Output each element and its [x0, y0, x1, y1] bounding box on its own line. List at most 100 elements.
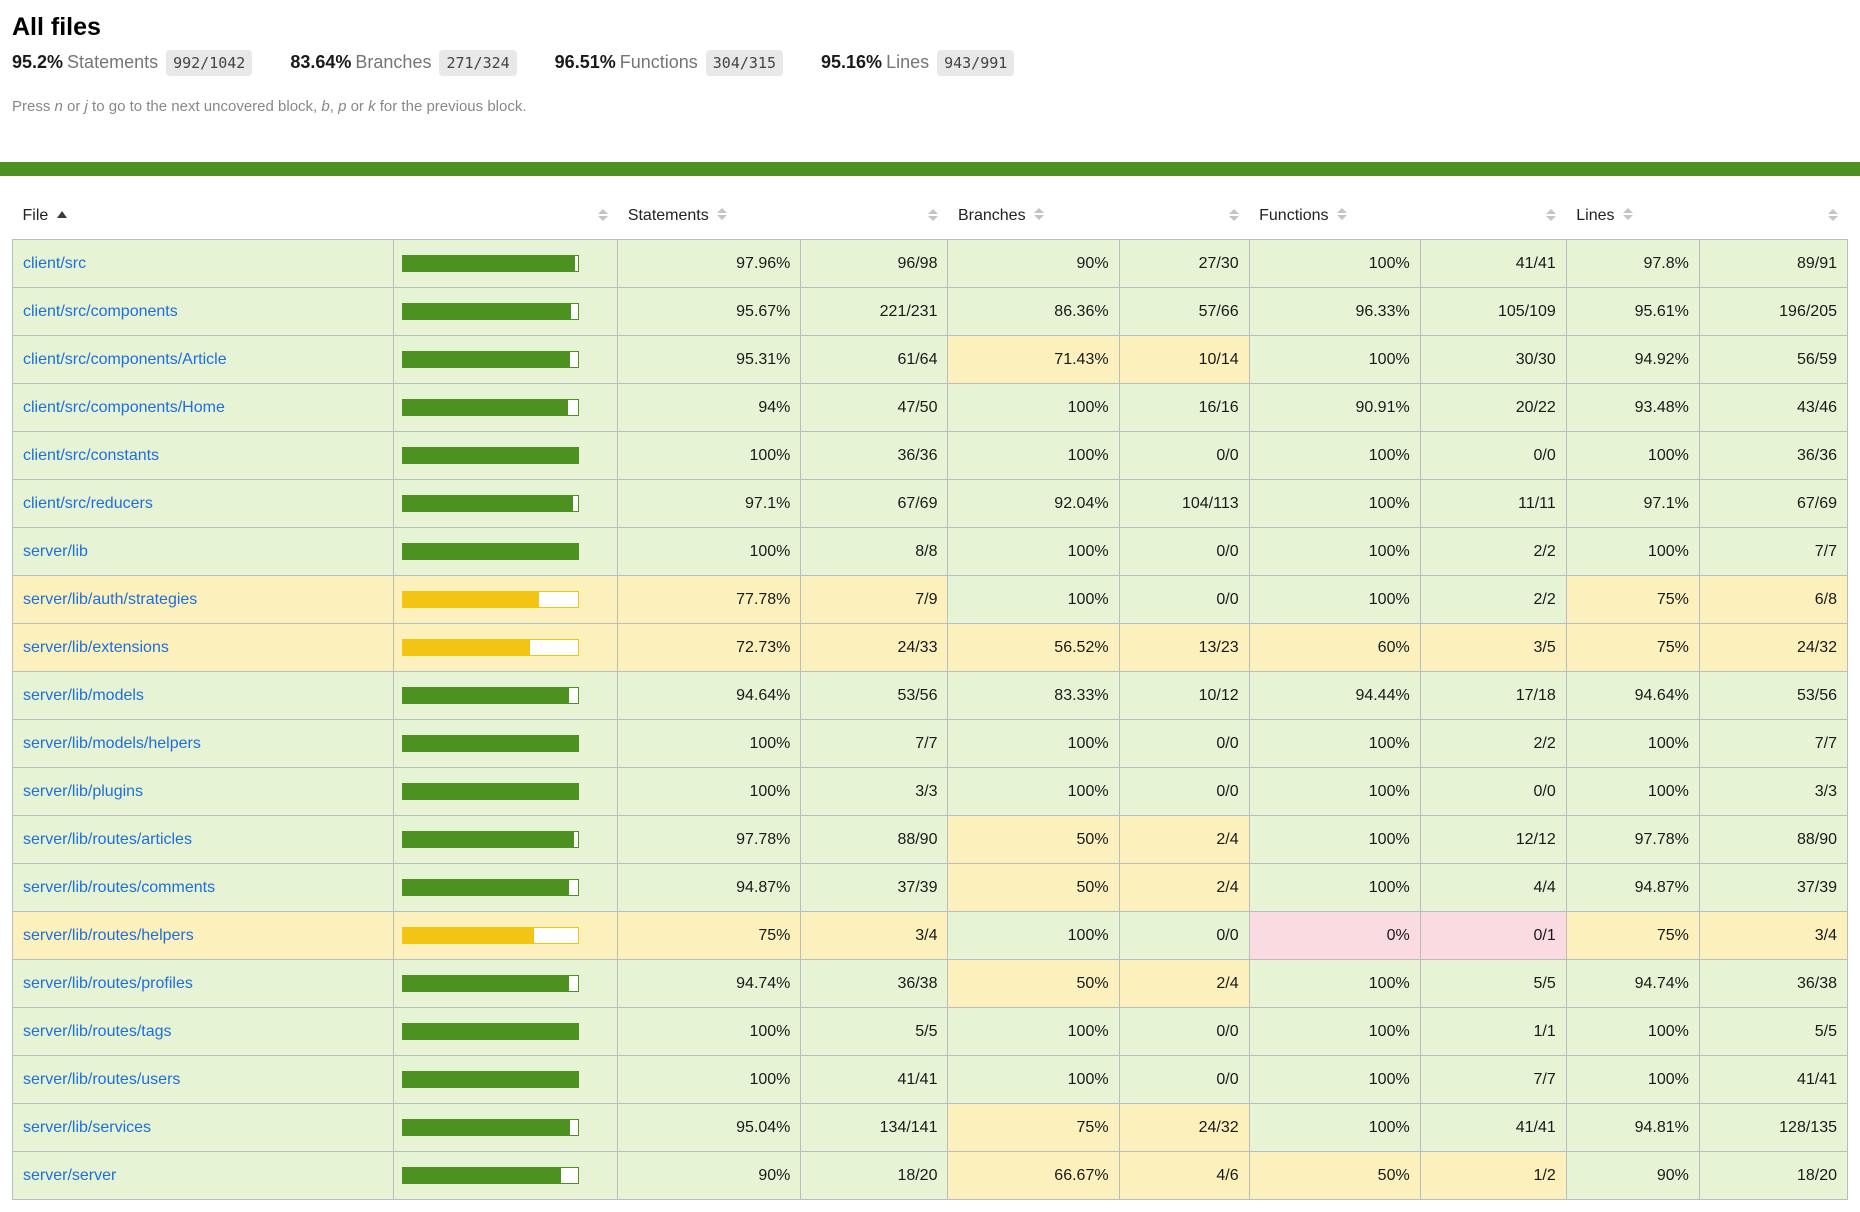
file-link[interactable]: server/lib/routes/users [23, 1070, 181, 1088]
file-cell: server/lib/routes/comments [11, 863, 395, 912]
file-link[interactable]: server/lib/routes/helpers [23, 926, 194, 944]
file-cell: client/src/components/Article [11, 335, 395, 384]
stat-label: Statements [67, 52, 159, 72]
sort-icon [1827, 208, 1838, 221]
lines-pct-cell: 100% [1565, 527, 1700, 576]
coverage-bar-cell [393, 959, 619, 1008]
lines-pct-cell: 94.87% [1565, 863, 1700, 912]
table-row: server/lib/routes/helpers 75% 3/4 100% 0/0 0%… [11, 911, 1849, 960]
file-link[interactable]: server/lib [23, 542, 88, 560]
file-link[interactable]: server/lib/models [23, 686, 144, 704]
statements-raw-cell: 8/8 [800, 527, 949, 576]
coverage-bar-cell [393, 383, 619, 432]
column-header-statements[interactable]: Statements [618, 193, 801, 240]
statements-raw-cell: 18/20 [800, 1151, 949, 1200]
column-header-lines-raw[interactable] [1699, 193, 1847, 240]
coverage-bar [402, 543, 580, 560]
branches-pct-cell: 50% [947, 863, 1120, 912]
sort-icon [597, 208, 608, 221]
sort-ascending-icon [57, 211, 68, 219]
file-link[interactable]: client/src/reducers [23, 494, 153, 512]
file-cell: client/src/reducers [11, 479, 395, 528]
table-row: client/src 97.96% 96/98 90% 27/30 100% 41/41 97… [11, 239, 1849, 288]
column-header-statements-raw[interactable] [801, 193, 948, 240]
lines-raw-cell: 36/38 [1698, 959, 1849, 1008]
coverage-bar-cell [393, 815, 619, 864]
branches-raw-cell: 13/23 [1118, 623, 1250, 672]
coverage-bar [402, 447, 580, 464]
stat-fraction: 943/991 [937, 50, 1015, 76]
file-cell: server/lib/routes/helpers [11, 911, 395, 960]
coverage-bar [402, 1167, 580, 1184]
lines-raw-cell: 67/69 [1698, 479, 1849, 528]
file-link[interactable]: server/lib/extensions [23, 638, 169, 656]
column-header-functions[interactable]: Functions [1249, 193, 1420, 240]
column-header-file[interactable]: File [13, 193, 394, 240]
functions-pct-cell: 100% [1248, 1103, 1421, 1152]
lines-pct-cell: 90% [1565, 1151, 1700, 1200]
table-row: server/lib/routes/users 100% 41/41 100% 0/0 1… [11, 1055, 1849, 1104]
coverage-bar-cell [393, 575, 619, 624]
branches-raw-cell: 0/0 [1118, 575, 1250, 624]
file-link[interactable]: client/src/components [23, 302, 178, 320]
file-cell: server/lib [11, 527, 395, 576]
column-header-pic[interactable] [394, 193, 618, 240]
lines-pct-cell: 100% [1565, 719, 1700, 768]
file-link[interactable]: server/lib/routes/profiles [23, 974, 193, 992]
lines-raw-cell: 6/8 [1698, 575, 1849, 624]
branches-raw-cell: 0/0 [1118, 1007, 1250, 1056]
lines-pct-cell: 100% [1565, 1007, 1700, 1056]
file-link[interactable]: server/lib/plugins [23, 782, 144, 800]
branches-pct-cell: 100% [947, 1055, 1120, 1104]
file-link[interactable]: server/lib/routes/articles [23, 830, 192, 848]
file-cell: server/lib/routes/users [11, 1055, 395, 1104]
functions-pct-cell: 100% [1248, 1055, 1421, 1104]
lines-raw-cell: 196/205 [1698, 287, 1849, 336]
coverage-bar [402, 639, 580, 656]
file-link[interactable]: client/src [23, 254, 87, 272]
branches-pct-cell: 100% [947, 1007, 1120, 1056]
column-header-lines[interactable]: Lines [1566, 193, 1699, 240]
file-link[interactable]: server/lib/auth/strategies [23, 590, 198, 608]
statements-pct-cell: 100% [617, 527, 802, 576]
statements-pct-cell: 94.87% [617, 863, 802, 912]
file-link[interactable]: server/server [23, 1166, 117, 1184]
file-cell: server/lib/routes/tags [11, 1007, 395, 1056]
statements-raw-cell: 134/141 [800, 1103, 949, 1152]
file-link[interactable]: server/lib/services [23, 1118, 152, 1136]
coverage-bar [402, 879, 580, 896]
branches-pct-cell: 100% [947, 911, 1120, 960]
coverage-bar-fill [403, 544, 579, 559]
column-header-branches[interactable]: Branches [948, 193, 1119, 240]
file-link[interactable]: server/lib/models/helpers [23, 734, 201, 752]
statements-raw-cell: 3/4 [800, 911, 949, 960]
branches-raw-cell: 27/30 [1118, 239, 1250, 288]
functions-raw-cell: 17/18 [1419, 671, 1567, 720]
coverage-bar-cell [393, 719, 619, 768]
file-link[interactable]: server/lib/routes/comments [23, 878, 216, 896]
file-link[interactable]: client/src/components/Article [23, 350, 227, 368]
table-row: server/lib 100% 8/8 100% 0/0 100% 2/2 100% 7/7 [11, 527, 1849, 576]
functions-pct-cell: 100% [1248, 239, 1421, 288]
coverage-bar [402, 255, 580, 272]
table-row: server/server 90% 18/20 66.67% 4/6 50% 1/2 90% 1… [11, 1151, 1849, 1200]
statements-pct-cell: 100% [617, 767, 802, 816]
column-header-branches-raw[interactable] [1119, 193, 1249, 240]
file-link[interactable]: client/src/constants [23, 446, 160, 464]
statements-pct-cell: 100% [617, 719, 802, 768]
lines-raw-cell: 7/7 [1698, 719, 1849, 768]
file-link[interactable]: client/src/components/Home [23, 398, 225, 416]
statements-pct-cell: 95.04% [617, 1103, 802, 1152]
file-link[interactable]: server/lib/routes/tags [23, 1022, 172, 1040]
table-row: client/src/constants 100% 36/36 100% 0/0 100%… [11, 431, 1849, 480]
stat-fraction: 304/315 [705, 50, 783, 76]
statements-raw-cell: 7/9 [800, 575, 949, 624]
functions-pct-cell: 94.44% [1248, 671, 1421, 720]
coverage-bar-fill [403, 352, 570, 367]
branches-raw-cell: 0/0 [1118, 431, 1250, 480]
file-cell: server/lib/models/helpers [11, 719, 395, 768]
column-header-functions-raw[interactable] [1420, 193, 1566, 240]
functions-pct-cell: 100% [1248, 479, 1421, 528]
stat-percentage: 95.16% [821, 52, 883, 72]
file-cell: server/lib/routes/profiles [11, 959, 395, 1008]
